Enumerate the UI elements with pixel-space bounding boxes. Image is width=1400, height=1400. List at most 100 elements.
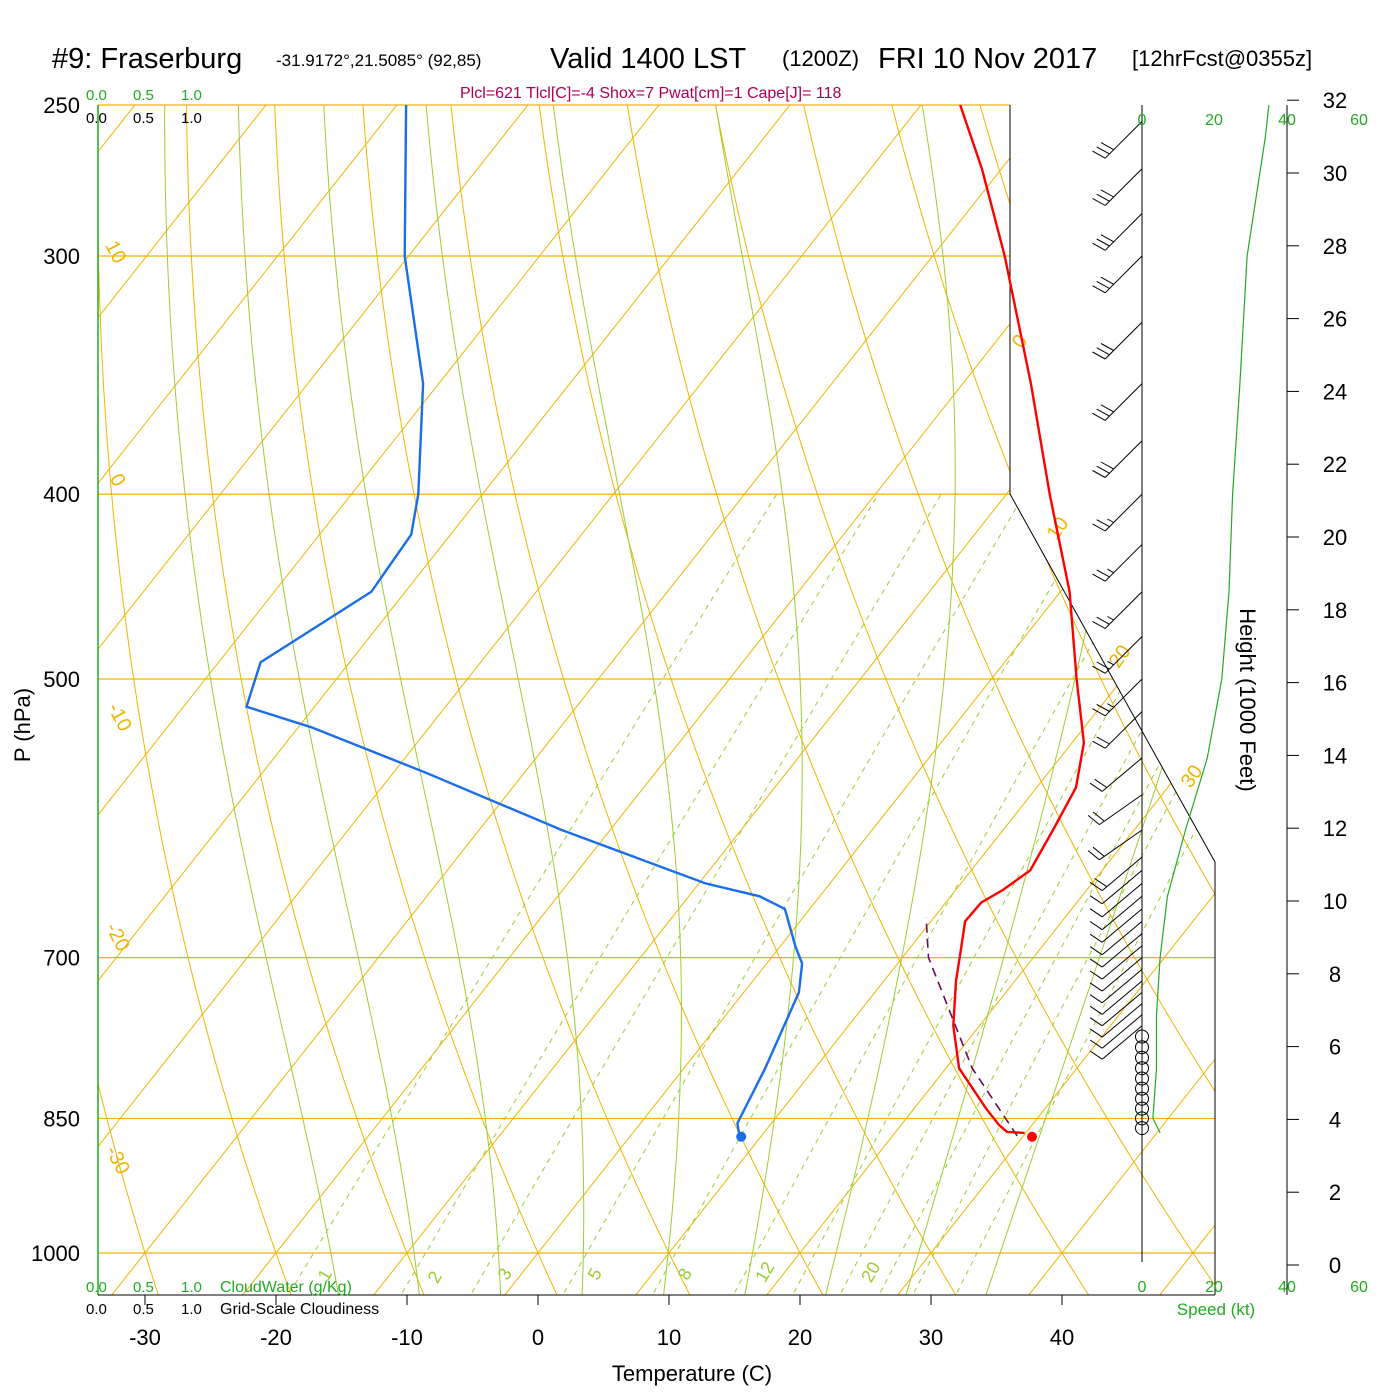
wind-barb-half-feather [1107, 568, 1114, 574]
moist-adiabat-26 [815, 105, 956, 1295]
wind-barb-feather [1092, 242, 1106, 251]
dry-adiabat-90 [1057, 105, 1215, 1295]
mixing-ratio-label: 8 [674, 1265, 696, 1284]
forecast-info: [12hrFcst@0355z] [1132, 46, 1312, 71]
speed-scale-bottom: 0 20 40 60 Speed (kt) [1138, 1279, 1368, 1319]
mixing-ratio-8 [648, 493, 1105, 1295]
isotherm--30 [98, 105, 1079, 1295]
dry-adiabat-label: -30 [101, 1142, 134, 1178]
dry-adiabat--20 [98, 105, 306, 1295]
dry-adiabat-10 [360, 105, 710, 1295]
dry-adiabat-label: -20 [101, 919, 134, 955]
wind-barb-staff [1104, 383, 1143, 421]
temperature-line [952, 104, 1086, 1135]
speed-tick-bottom-0: 0 [1138, 1279, 1147, 1296]
wind-barbs [1087, 121, 1149, 1136]
wind-barb-staff [1099, 829, 1143, 861]
wind-barb-feather [1087, 815, 1100, 825]
wind-barb-feather [1096, 238, 1110, 247]
calm-wind-circle [1135, 1040, 1149, 1055]
wind-barb-feather [1096, 616, 1110, 625]
dry-adiabat-100 [1144, 105, 1215, 1295]
cloud-tick-top-black-1: 0.5 [133, 110, 154, 127]
wind-barb-feather [1096, 465, 1110, 474]
dry-adiabat-50 [708, 105, 1215, 1295]
isotherm--70 [98, 105, 555, 1295]
wind-barb-feather [1100, 234, 1114, 243]
x-tick-label: 30 [919, 1325, 943, 1350]
mixing-ratio-lines [284, 493, 1215, 1295]
pressure-tick-label: 700 [43, 946, 80, 971]
isobars [98, 104, 1215, 1254]
wind-barb-staff [1101, 980, 1143, 1015]
wind-barb-feather [1089, 933, 1103, 943]
wind-barb-feather [1092, 150, 1106, 159]
cloud-tick-bottom-green-0: 0.0 [86, 1279, 107, 1296]
station-coords: -31.9172°,21.5085° (92,85) [276, 51, 481, 70]
dry-adiabat--10 [185, 105, 441, 1295]
station-title: #9: Fraserburg [52, 43, 242, 75]
mixing-ratio-label: 12 [751, 1258, 778, 1285]
dry-adiabats [98, 71, 1400, 1332]
wind-barb-feather [1089, 881, 1103, 892]
speed-tick-top-3: 60 [1350, 112, 1368, 129]
wind-barb-feather [1100, 276, 1114, 285]
wind-barb-feather [1089, 921, 1103, 931]
height-tick-label: 6 [1329, 1035, 1341, 1060]
wind-barb-feather [1096, 519, 1110, 528]
surface-temperature-dot [1027, 1131, 1038, 1142]
height-tick-label: 30 [1323, 161, 1347, 186]
wind-barb-staff [1101, 1025, 1143, 1060]
dry-adiabat-120 [1319, 71, 1400, 1332]
wind-barb-staff [1104, 544, 1143, 582]
wind-barb-feather [1092, 197, 1106, 206]
cloud-tick-bottom-black-2: 1.0 [181, 1301, 202, 1318]
moist-adiabat-38 [972, 105, 1215, 1295]
mixing-ratio-3 [466, 493, 942, 1295]
wind-barb-feather [1094, 878, 1108, 888]
speed-tick-bottom-2: 40 [1278, 1279, 1296, 1296]
dry-adiabat-80 [970, 105, 1215, 1295]
parcel-params: Plcl=621 Tlcl[C]=-4 Shox=7 Pwat[cm]=1 Ca… [460, 85, 841, 102]
wind-barb-feather [1089, 970, 1103, 980]
height-tick-label: 32 [1323, 88, 1347, 113]
calm-wind-circle [1135, 1029, 1149, 1044]
calm-wind-circle [1135, 1071, 1149, 1086]
height-tick-label: 2 [1329, 1180, 1341, 1205]
parcel-path-line [925, 917, 1018, 1137]
mixing-ratio-label: 5 [584, 1265, 606, 1284]
cloudwater-label: CloudWater (g/Kg) [220, 1279, 352, 1296]
valid-time: Valid 1400 LST [550, 43, 746, 75]
isotherm-0 [475, 105, 1215, 1295]
height-tick-label: 20 [1323, 525, 1347, 550]
height-tick-label: 4 [1329, 1107, 1341, 1132]
wind-barb-staff [1101, 992, 1143, 1027]
height-tick-label: 12 [1323, 816, 1347, 841]
wind-barb-feather [1089, 1050, 1103, 1060]
cloud-tick-top-green-1: 0.5 [133, 87, 154, 104]
moist-adiabat-20 [709, 105, 803, 1295]
mixing-ratio-label: 20 [857, 1258, 884, 1285]
axis-ticks-and-labels: -30 -20 -10 0 10 20 30 402503004005007008501000… [31, 88, 1347, 1350]
isotherm--90 [98, 105, 293, 1295]
wind-barb-staff [1099, 794, 1143, 826]
cloud-tick-bottom-black-0: 0.0 [86, 1301, 107, 1318]
dry-adiabat-0 [273, 105, 575, 1295]
plot-right-boundary [1009, 105, 1216, 1295]
height-tick-label: 16 [1323, 671, 1347, 696]
mixing-ratio-16 [788, 493, 1215, 1295]
mixing-ratio-20 [836, 493, 1215, 1295]
dry-adiabat-40 [621, 105, 1114, 1295]
valid-zulu: (1200Z) [782, 46, 859, 71]
wind-barb-feather [1100, 404, 1114, 413]
isotherm-20 [737, 105, 1215, 1295]
isotherm--80 [98, 105, 424, 1295]
wind-barb-staff [1104, 321, 1143, 360]
wind-barb-staff [1101, 757, 1143, 792]
dry-adiabat--30 [98, 105, 172, 1295]
height-tick-label: 22 [1323, 452, 1347, 477]
cloud-tick-top-black-0: 0.0 [86, 110, 107, 127]
wind-barb-staff [1104, 636, 1143, 674]
height-tick-label: 0 [1329, 1253, 1341, 1278]
wind-barb-feather [1096, 146, 1110, 155]
